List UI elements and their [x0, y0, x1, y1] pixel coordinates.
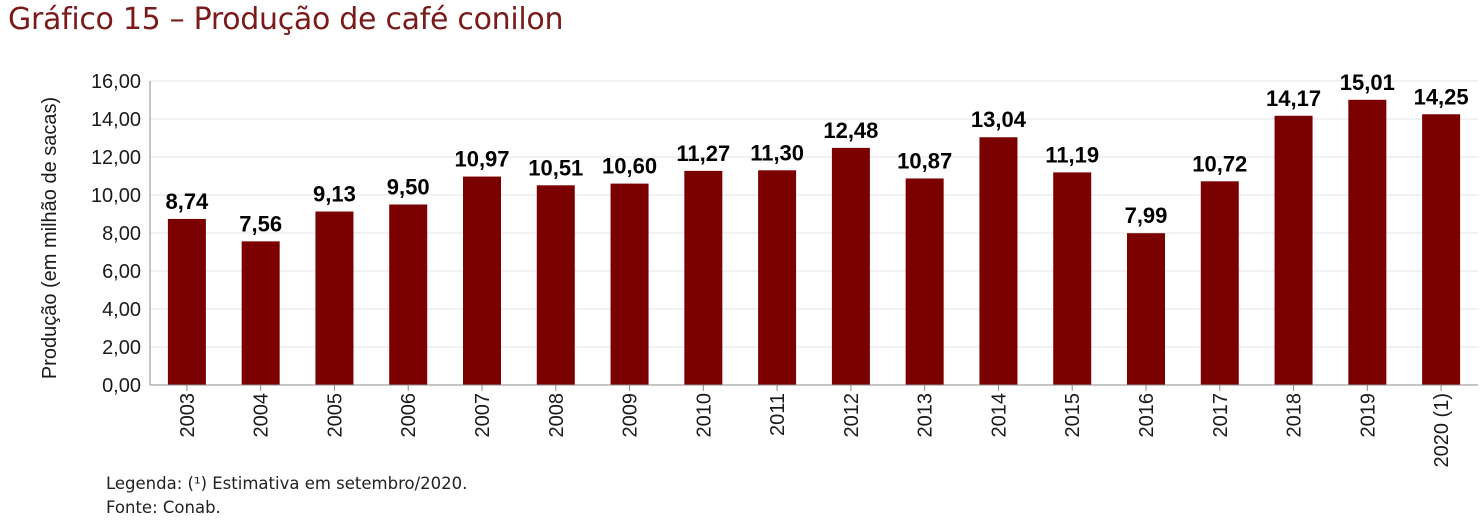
y-tick-label: 14,00 — [91, 109, 141, 131]
data-label: 9,50 — [387, 175, 430, 200]
x-tick-label: 2019 — [1357, 393, 1379, 438]
chart-title: Gráfico 15 – Produção de café conilon — [8, 2, 564, 37]
data-label: 8,74 — [165, 189, 209, 214]
y-tick-label: 2,00 — [102, 337, 141, 359]
bar — [389, 204, 428, 385]
bar — [1274, 115, 1313, 386]
bar — [905, 178, 944, 385]
bar — [758, 170, 797, 385]
bar — [463, 176, 501, 385]
bar — [1200, 181, 1239, 385]
bar — [1053, 172, 1092, 385]
x-tick-label: 2020 (1) — [1431, 393, 1453, 468]
y-tick-label: 12,00 — [91, 147, 141, 169]
x-tick-label: 2004 — [251, 393, 273, 438]
bar — [1127, 233, 1165, 385]
y-tick-label: 8,00 — [102, 223, 141, 245]
data-label: 7,99 — [1125, 203, 1168, 228]
y-axis-title: Produção (em milhão de sacas) — [39, 97, 61, 379]
legend-note: Legenda: (¹) Estimativa em setembro/2020… — [106, 474, 468, 493]
data-label: 14,17 — [1266, 86, 1321, 111]
x-tick-label: 2016 — [1136, 393, 1158, 438]
x-tick-label: 2013 — [915, 393, 937, 438]
source-note: Fonte: Conab. — [106, 498, 221, 517]
bar — [536, 185, 575, 385]
bar — [241, 241, 280, 385]
x-tick-label: 2017 — [1210, 393, 1232, 438]
bar — [1422, 114, 1461, 385]
data-label: 10,72 — [1192, 151, 1247, 176]
data-label: 10,97 — [454, 147, 509, 172]
x-tick-label: 2018 — [1284, 393, 1306, 438]
bar — [610, 183, 649, 385]
bar — [831, 147, 870, 385]
y-tick-label: 6,00 — [102, 261, 141, 283]
x-tick-label: 2005 — [324, 393, 346, 438]
y-tick-label: 0,00 — [102, 375, 141, 397]
x-tick-label: 2010 — [693, 393, 715, 438]
data-label: 10,60 — [602, 154, 657, 179]
data-label: 9,13 — [313, 182, 356, 207]
bar — [684, 170, 723, 385]
data-label: 10,87 — [897, 148, 952, 173]
bar — [979, 137, 1018, 385]
x-tick-label: 2011 — [767, 393, 789, 436]
y-tick-label: 16,00 — [91, 71, 141, 93]
data-label: 11,19 — [1045, 142, 1099, 167]
data-label: 10,51 — [528, 155, 583, 180]
data-label: 12,48 — [823, 118, 878, 143]
data-label: 11,30 — [750, 140, 804, 165]
data-label: 13,04 — [971, 107, 1027, 132]
data-label: 15,01 — [1340, 70, 1395, 95]
x-tick-label: 2006 — [398, 393, 420, 438]
y-tick-label: 10,00 — [91, 185, 141, 207]
x-tick-label: 2003 — [177, 393, 199, 438]
y-tick-label: 4,00 — [102, 299, 141, 321]
x-tick-label: 2012 — [841, 393, 863, 438]
bar — [315, 211, 354, 385]
data-label: 14,25 — [1414, 84, 1469, 109]
x-tick-label: 2014 — [988, 393, 1010, 438]
x-tick-label: 2007 — [472, 393, 494, 438]
x-tick-label: 2015 — [1062, 393, 1084, 438]
bar — [167, 218, 206, 385]
x-tick-label: 2008 — [546, 393, 568, 438]
x-tick-label: 2009 — [620, 393, 642, 438]
data-label: 11,27 — [676, 141, 730, 166]
bar — [1348, 99, 1387, 385]
data-label: 7,56 — [239, 211, 282, 236]
